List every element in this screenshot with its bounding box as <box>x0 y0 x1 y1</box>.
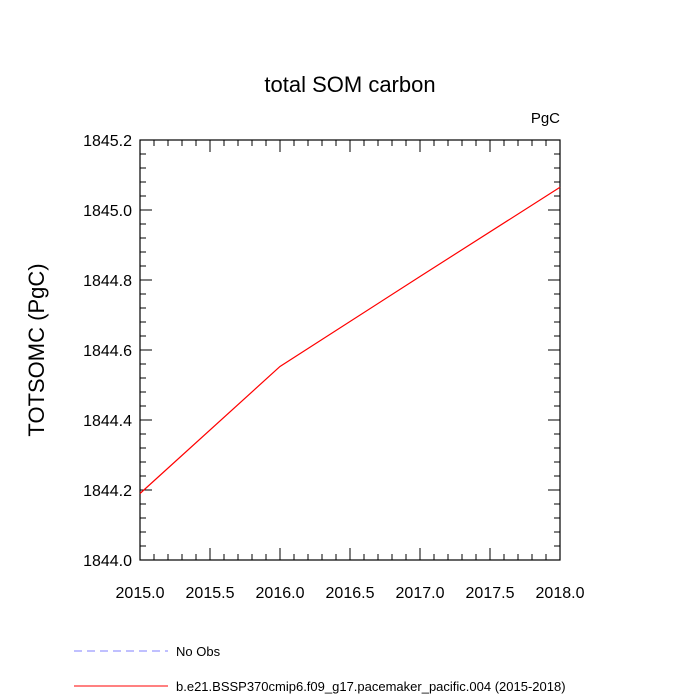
y-tick-label: 1844.0 <box>83 553 132 570</box>
series-group <box>139 186 561 494</box>
axis-ticks <box>139 139 561 561</box>
units-label: PgC <box>531 110 560 127</box>
y-tick-label: 1845.0 <box>83 203 132 220</box>
y-tick-label: 1844.4 <box>83 413 132 430</box>
y-tick-label: 1844.8 <box>83 273 132 290</box>
legend-label: No Obs <box>176 644 221 659</box>
plot-frame <box>139 139 561 561</box>
chart-title: total SOM carbon <box>264 72 435 97</box>
series-line <box>139 186 561 494</box>
x-tick-label: 2015.0 <box>116 585 165 602</box>
x-tick-label: 2016.5 <box>326 585 375 602</box>
x-tick-label: 2018.0 <box>536 585 585 602</box>
y-tick-label: 1844.2 <box>83 483 132 500</box>
tick-labels: 2015.0 2015.5 2016.0 2016.5 2017.0 2017.5 2018… <box>83 133 585 602</box>
legend: No Obs b.e21.BSSP370cmip6.f09_g17.pacemak… <box>74 644 566 694</box>
x-tick-label: 2015.5 <box>186 585 235 602</box>
y-tick-label: 1844.6 <box>83 343 132 360</box>
x-tick-label: 2017.0 <box>396 585 445 602</box>
x-tick-label: 2016.0 <box>256 585 305 602</box>
legend-label: b.e21.BSSP370cmip6.f09_g17.pacemaker_pac… <box>176 679 566 694</box>
y-axis-label: TOTSOMC (PgC) <box>24 263 49 436</box>
x-tick-label: 2017.5 <box>466 585 515 602</box>
y-tick-label: 1845.2 <box>83 133 132 150</box>
